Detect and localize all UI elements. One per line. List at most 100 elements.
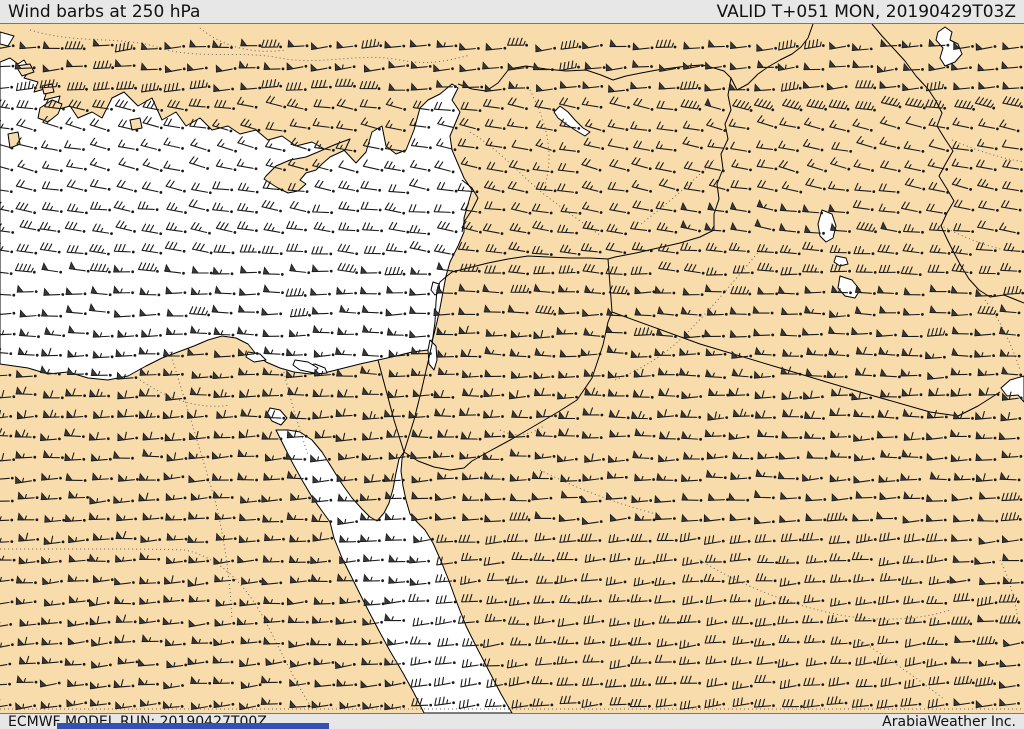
wind-barb <box>583 137 605 151</box>
wind-barb <box>704 698 726 709</box>
wind-barb <box>89 698 111 707</box>
wind-barb <box>557 162 579 174</box>
wind-barb <box>679 347 700 356</box>
wind-barb <box>606 470 628 479</box>
wind-barb <box>138 346 160 356</box>
wind-barb <box>880 221 901 234</box>
wind-barb <box>212 119 233 133</box>
wind-barb <box>879 532 900 542</box>
wind-barb <box>756 140 777 152</box>
wind-barb <box>410 346 432 355</box>
wind-barb <box>510 370 532 379</box>
wind-barb <box>18 327 40 339</box>
wind-barb <box>457 138 479 150</box>
wind-barb <box>311 513 333 523</box>
wind-barb <box>15 475 36 484</box>
wind-barb <box>312 324 334 335</box>
wind-barb <box>163 575 185 585</box>
wind-barb <box>15 386 37 396</box>
wind-barb <box>0 410 13 420</box>
wind-barb <box>510 202 532 215</box>
wind-barb <box>211 304 233 315</box>
wind-barb <box>951 308 973 317</box>
wind-barb <box>829 120 850 133</box>
wind-barb <box>44 514 66 523</box>
wind-barb <box>557 183 578 195</box>
wind-barb <box>261 39 283 49</box>
wind-barb <box>928 117 950 130</box>
wind-barb <box>531 470 553 481</box>
wind-barb <box>139 576 161 585</box>
wind-barb <box>905 615 926 624</box>
wind-barb <box>607 388 629 398</box>
wind-barb <box>855 264 877 274</box>
wind-barb <box>900 472 922 481</box>
wind-barb <box>39 679 61 688</box>
wind-barb <box>951 493 973 502</box>
wind-barb <box>289 659 311 668</box>
wind-barb <box>656 100 678 112</box>
wind-barb <box>679 614 701 624</box>
wind-barb <box>310 573 332 583</box>
admin-boundary-2 <box>199 27 286 52</box>
wind-barb <box>581 308 603 317</box>
wind-barb <box>953 675 975 686</box>
wind-barb <box>508 616 529 626</box>
wind-barb <box>805 368 827 378</box>
wind-barb <box>729 306 751 316</box>
wind-barb <box>411 697 433 707</box>
wind-barb <box>0 680 12 686</box>
wind-barb <box>705 61 726 70</box>
wind-barb <box>163 160 185 173</box>
wind-barb <box>805 513 827 522</box>
wind-barb <box>977 368 999 377</box>
wind-barb <box>286 220 307 232</box>
wind-barb <box>410 138 432 150</box>
wind-barb <box>1003 285 1024 295</box>
wind-barb <box>633 368 655 378</box>
wind-barb <box>755 573 777 583</box>
wind-barb <box>582 407 604 417</box>
wind-barb <box>607 138 629 151</box>
wind-barb <box>336 389 358 399</box>
wind-barb <box>876 511 897 520</box>
wind-barb <box>632 200 653 213</box>
wind-barb <box>142 448 164 459</box>
wind-barb <box>92 99 113 111</box>
wind-barb <box>114 99 136 112</box>
wind-barb <box>904 656 926 667</box>
wind-barb <box>654 654 676 664</box>
wind-barb <box>138 388 160 398</box>
wind-barb <box>631 494 653 503</box>
wind-barb <box>260 696 282 706</box>
wind-barb <box>879 116 900 130</box>
wind-barb <box>65 286 87 296</box>
wind-barb <box>362 553 384 562</box>
wind-barb <box>609 552 631 563</box>
wind-barb <box>265 657 287 666</box>
wind-barb <box>508 80 530 90</box>
wind-barb <box>289 263 311 275</box>
wind-barb <box>213 430 235 439</box>
wind-barb <box>999 222 1020 235</box>
wind-barb <box>731 616 753 625</box>
wind-barb <box>510 637 531 647</box>
admin-boundary-7 <box>951 139 1024 163</box>
wind-barb <box>806 98 827 111</box>
wind-barb <box>978 118 999 131</box>
wind-barb <box>901 576 923 585</box>
wind-barb <box>363 245 385 256</box>
wind-barb <box>828 181 849 192</box>
wind-barb <box>189 79 211 90</box>
wind-barb <box>704 634 726 644</box>
wind-barb <box>756 199 778 213</box>
wind-barb <box>535 138 556 153</box>
wind-barb <box>288 640 310 649</box>
wind-barb <box>852 59 874 68</box>
island-aegean-1 <box>15 63 35 77</box>
wind-barb <box>0 85 14 90</box>
wind-barb <box>66 366 88 376</box>
wind-barb <box>655 201 677 213</box>
wind-barb <box>878 346 900 357</box>
wind-barb <box>289 118 311 130</box>
